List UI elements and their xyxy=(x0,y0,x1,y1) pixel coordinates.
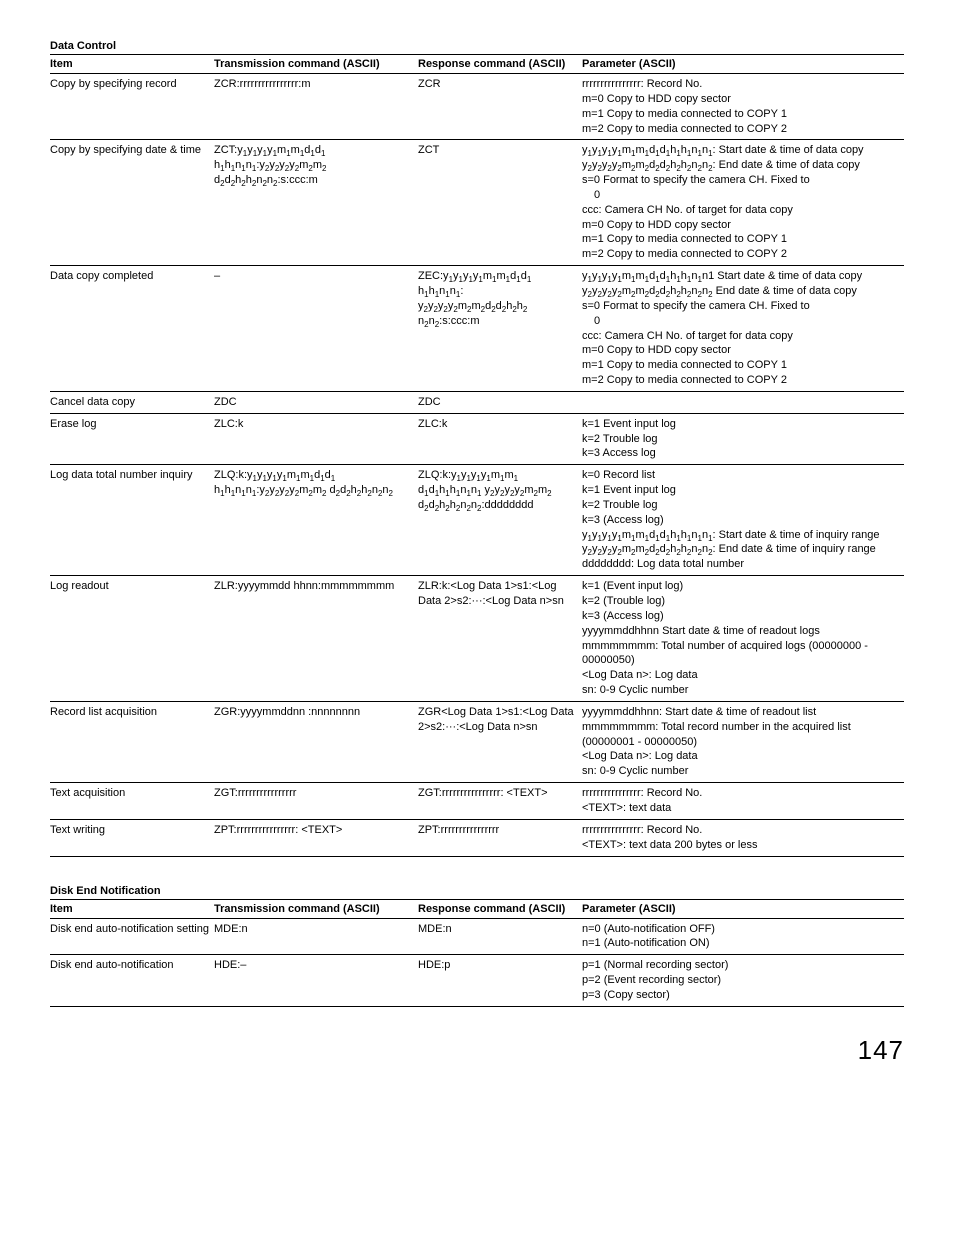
cell-rx: ZLR:k:<Log Data 1>s1:<Log Data 2>s2:···:… xyxy=(418,576,582,702)
cell-par: y1y1y1y1m1m1d1d1h1h1n1n1: Start date & t… xyxy=(582,140,904,266)
table-row: Log readoutZLR:yyyymmdd hhnn:mmmmmmmmZLR… xyxy=(50,576,904,702)
table-header-row: Item Transmission command (ASCII) Respon… xyxy=(50,55,904,74)
header-item: Item xyxy=(50,899,214,918)
cell-item: Disk end auto-notification xyxy=(50,955,214,1007)
cell-item: Record list acquisition xyxy=(50,701,214,782)
cell-rx: ZLQ:k:y1y1y1y1m1m1 d1d1h1h1n1n1 y2y2y2y2… xyxy=(418,465,582,576)
cell-item: Copy by specifying date & time xyxy=(50,140,214,266)
header-tx: Transmission command (ASCII) xyxy=(214,55,418,74)
cell-item: Copy by specifying record xyxy=(50,74,214,140)
header-item: Item xyxy=(50,55,214,74)
cell-item: Log data total number inquiry xyxy=(50,465,214,576)
cell-par: yyyymmddhhnn: Start date & time of reado… xyxy=(582,701,904,782)
table-header-row: Item Transmission command (ASCII) Respon… xyxy=(50,899,904,918)
table-row: Cancel data copyZDCZDC xyxy=(50,391,904,413)
header-rx: Response command (ASCII) xyxy=(418,55,582,74)
cell-item: Cancel data copy xyxy=(50,391,214,413)
cell-rx: ZEC:y1y1y1y1m1m1d1d1 h1h1n1n1:y2y2y2y2m2… xyxy=(418,266,582,392)
cell-par: k=1 Event input logk=2 Trouble logk=3 Ac… xyxy=(582,413,904,465)
cell-par: p=1 (Normal recording sector)p=2 (Event … xyxy=(582,955,904,1007)
table-row: Record list acquisitionZGR:yyyymmddnn :n… xyxy=(50,701,904,782)
cell-par: n=0 (Auto-notification OFF)n=1 (Auto-not… xyxy=(582,918,904,955)
cell-rx: HDE:p xyxy=(418,955,582,1007)
data-control-table: Item Transmission command (ASCII) Respon… xyxy=(50,54,904,857)
cell-rx: ZGR<Log Data 1>s1:<Log Data 2>s2:···:<Lo… xyxy=(418,701,582,782)
cell-rx: ZGT:rrrrrrrrrrrrrrrr: <TEXT> xyxy=(418,783,582,820)
cell-item: Data copy completed xyxy=(50,266,214,392)
table-row: Data copy completed–ZEC:y1y1y1y1m1m1d1d1… xyxy=(50,266,904,392)
cell-par: y1y1y1y1m1m1d1d1h1h1n1n1 Start date & ti… xyxy=(582,266,904,392)
table-row: Copy by specifying recordZCR:rrrrrrrrrrr… xyxy=(50,74,904,140)
cell-par: rrrrrrrrrrrrrrrr: Record No.<TEXT>: text… xyxy=(582,819,904,856)
cell-tx: ZLC:k xyxy=(214,413,418,465)
cell-tx: HDE:– xyxy=(214,955,418,1007)
cell-tx: MDE:n xyxy=(214,918,418,955)
table-row: Disk end auto-notification settingMDE:nM… xyxy=(50,918,904,955)
header-rx: Response command (ASCII) xyxy=(418,899,582,918)
page-number: 147 xyxy=(50,1035,904,1066)
cell-rx: ZLC:k xyxy=(418,413,582,465)
cell-item: Log readout xyxy=(50,576,214,702)
cell-tx: ZLR:yyyymmdd hhnn:mmmmmmmm xyxy=(214,576,418,702)
table-row: Copy by specifying date & timeZCT:y1y1y1… xyxy=(50,140,904,266)
table-row: Text writingZPT:rrrrrrrrrrrrrrrr: <TEXT>… xyxy=(50,819,904,856)
cell-rx: ZPT:rrrrrrrrrrrrrrrr xyxy=(418,819,582,856)
table-row: Erase logZLC:kZLC:kk=1 Event input logk=… xyxy=(50,413,904,465)
cell-par: k=0 Record listk=1 Event input logk=2 Tr… xyxy=(582,465,904,576)
cell-par: k=1 (Event input log)k=2 (Trouble log)k=… xyxy=(582,576,904,702)
cell-tx: ZCT:y1y1y1y1m1m1d1d1 h1h1n1n1:y2y2y2y2m2… xyxy=(214,140,418,266)
cell-tx: ZGT:rrrrrrrrrrrrrrrr xyxy=(214,783,418,820)
cell-rx: ZCT xyxy=(418,140,582,266)
cell-tx: ZLQ:k:y1y1y1y1m1m1d1d1 h1h1n1n1:y2y2y2y2… xyxy=(214,465,418,576)
cell-rx: ZCR xyxy=(418,74,582,140)
cell-par: rrrrrrrrrrrrrrrr: Record No.m=0 Copy to … xyxy=(582,74,904,140)
data-control-title: Data Control xyxy=(50,40,904,52)
cell-item: Erase log xyxy=(50,413,214,465)
cell-par: rrrrrrrrrrrrrrrr: Record No.<TEXT>: text… xyxy=(582,783,904,820)
header-par: Parameter (ASCII) xyxy=(582,899,904,918)
disk-end-title: Disk End Notification xyxy=(50,885,904,897)
header-par: Parameter (ASCII) xyxy=(582,55,904,74)
cell-par xyxy=(582,391,904,413)
table-row: Text acquisitionZGT:rrrrrrrrrrrrrrrrZGT:… xyxy=(50,783,904,820)
cell-rx: MDE:n xyxy=(418,918,582,955)
cell-tx: ZGR:yyyymmddnn :nnnnnnnn xyxy=(214,701,418,782)
table-row: Disk end auto-notificationHDE:–HDE:pp=1 … xyxy=(50,955,904,1007)
cell-item: Text writing xyxy=(50,819,214,856)
cell-tx: ZDC xyxy=(214,391,418,413)
cell-item: Text acquisition xyxy=(50,783,214,820)
cell-rx: ZDC xyxy=(418,391,582,413)
cell-item: Disk end auto-notification setting xyxy=(50,918,214,955)
cell-tx: ZCR:rrrrrrrrrrrrrrrr:m xyxy=(214,74,418,140)
cell-tx: ZPT:rrrrrrrrrrrrrrrr: <TEXT> xyxy=(214,819,418,856)
cell-tx: – xyxy=(214,266,418,392)
table-row: Log data total number inquiryZLQ:k:y1y1y… xyxy=(50,465,904,576)
disk-end-table: Item Transmission command (ASCII) Respon… xyxy=(50,899,904,1007)
header-tx: Transmission command (ASCII) xyxy=(214,899,418,918)
